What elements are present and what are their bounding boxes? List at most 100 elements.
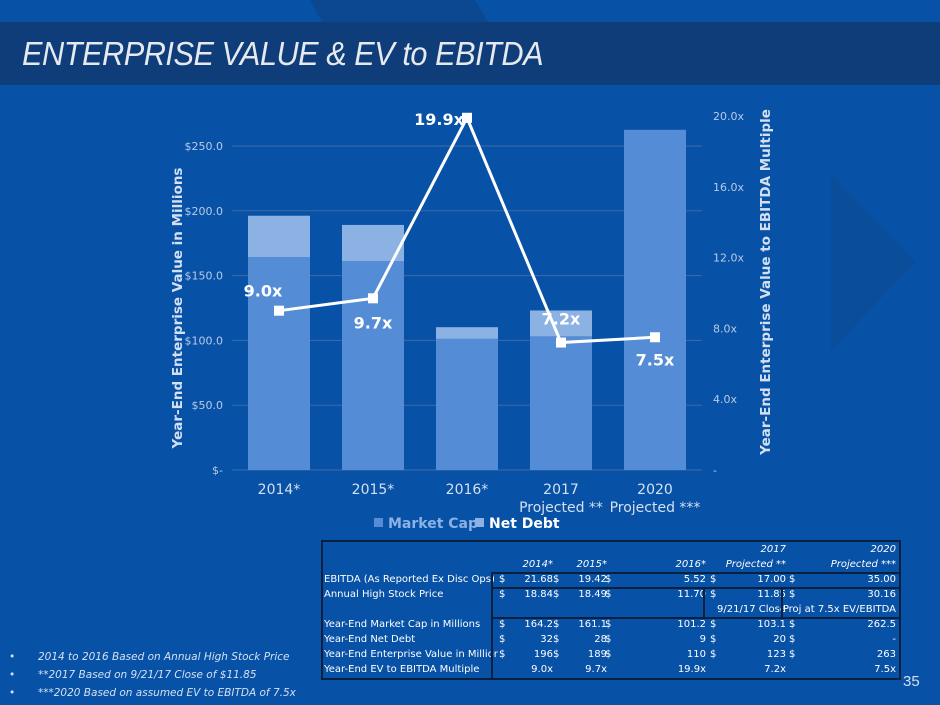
- table-header-top-cell: 2017: [760, 544, 786, 555]
- table-cell-value: 9.0x: [531, 664, 553, 675]
- line-data-label: 9.7x: [354, 313, 393, 332]
- table-cell-value: 17.00: [757, 574, 786, 585]
- y2-tick-label: 8.0x: [713, 322, 737, 335]
- table-cell-value: 161.1: [578, 619, 607, 630]
- y-tick-label: $150.0: [185, 270, 224, 283]
- table-cell-value: 11.70: [677, 589, 706, 600]
- table-2017-price-box: [703, 587, 783, 619]
- table-cell-value: 35.00: [867, 574, 896, 585]
- legend: Market Cap Net Debt: [374, 516, 560, 532]
- currency-symbol: $: [553, 619, 560, 630]
- ev-ebitda-marker: [274, 305, 284, 316]
- bullet-icon: •: [9, 687, 16, 699]
- table-header-cell: 2014*: [522, 559, 553, 570]
- table-lower-box: [491, 617, 901, 680]
- next-arrow-decoration-icon: [831, 175, 916, 350]
- currency-symbol: $: [553, 574, 560, 585]
- table-cell-value: 9/21/17 Close: [717, 604, 786, 615]
- x-tick-label: Projected ***: [610, 500, 701, 516]
- table-row-label: Year-End EV to EBITDA Multiple: [324, 664, 480, 675]
- table-cell-value: 196: [533, 649, 553, 660]
- legend-label: Market Cap: [388, 516, 478, 532]
- currency-symbol: $: [789, 634, 796, 645]
- table-row: 9/21/17 Close Proj at 7.5x EV/EBITDA: [323, 602, 899, 617]
- currency-symbol: $: [710, 619, 717, 630]
- title-band: [0, 22, 940, 85]
- table-cell-value: 30.16: [867, 589, 896, 600]
- bar-net-debt: [436, 327, 498, 339]
- table-cell-value: 19.9x: [677, 664, 706, 675]
- currency-symbol: $: [789, 589, 796, 600]
- bar-market-cap: [248, 257, 310, 470]
- table-cell-value: 18.84: [524, 589, 553, 600]
- currency-symbol: $: [789, 619, 796, 630]
- table-cell-value: 189: [587, 649, 607, 660]
- currency-symbol: $: [789, 649, 796, 660]
- y2-tick-label: 20.0x: [713, 110, 744, 123]
- table-row: Year-End Net Debt $32 $28 $9 $20 $ -: [323, 632, 899, 647]
- y-tick-label: $250.0: [185, 140, 224, 153]
- currency-symbol: $: [710, 634, 717, 645]
- x-tick-label: 2014*: [258, 482, 301, 498]
- ev-ebitda-chart: 9.0x 9.7x 19.9x 7.2x 7.5x $- $50.0 $100.0 $150.…: [170, 109, 774, 532]
- ev-ebitda-marker: [462, 112, 472, 123]
- y2-tick-label: 4.0x: [713, 393, 737, 406]
- ev-ebitda-marker: [650, 332, 660, 343]
- table-row-label: Year-End Market Cap in Millions: [324, 619, 481, 630]
- table-cell-value: 5.52: [683, 574, 706, 585]
- y-tick-label: $50.0: [192, 399, 224, 412]
- table-cell-value: Proj at 7.5x EV/EBITDA: [782, 604, 896, 615]
- table-2020-price-box: [781, 587, 901, 619]
- table-row: EBITDA (As Reported Ex Disc Ops) $21.68 $1…: [323, 572, 899, 587]
- table-row-label: Year-End Enterprise Value in Millior: [324, 649, 498, 660]
- line-data-label: 9.0x: [244, 282, 283, 301]
- y2-axis-title: Year-End Enterprise Value to EBITDA Mult…: [758, 109, 774, 456]
- footnote-text: ***2020 Based on assumed EV to EBITDA of…: [38, 687, 296, 699]
- y-tick-label: $100.0: [185, 334, 224, 347]
- axes: $- $50.0 $100.0 $150.0 $200.0 $250.0 - 4.0x 8.0x…: [170, 109, 774, 516]
- ev-ebitda-polyline: [278, 114, 656, 345]
- table-header-top-cell: 2020: [870, 544, 896, 555]
- line-data-label: 7.2x: [542, 310, 581, 329]
- bars: [248, 129, 686, 471]
- x-tick-label: Projected **: [519, 500, 603, 516]
- currency-symbol: $: [499, 574, 506, 585]
- header-decoration: [0, 0, 940, 22]
- page-number: 35: [903, 673, 920, 690]
- bar-market-cap: [530, 336, 592, 470]
- table-row: Year-End Enterprise Value in Millior $196…: [323, 647, 899, 662]
- line-data-label: 7.5x: [636, 350, 675, 369]
- currency-symbol: $: [710, 589, 717, 600]
- bar-market-cap: [342, 261, 404, 470]
- currency-symbol: $: [710, 649, 717, 660]
- table-cell-value: 19.42: [578, 574, 607, 585]
- currency-symbol: $: [710, 574, 717, 585]
- table-cell-value: 164.2: [524, 619, 553, 630]
- bar-net-debt: [342, 224, 404, 262]
- table-row-label: Year-End Net Debt: [324, 634, 416, 645]
- x-tick-label: 2017: [543, 482, 579, 498]
- table-cell-value: 9.7x: [585, 664, 607, 675]
- y-tick-label: $-: [212, 464, 223, 477]
- currency-symbol: $: [499, 589, 506, 600]
- bullet-icon: •: [9, 669, 16, 681]
- y2-tick-label: -: [713, 464, 717, 477]
- x-tick-label: 2020: [637, 482, 673, 498]
- table-row-label: EBITDA (As Reported Ex Disc Ops): [324, 574, 495, 585]
- currency-symbol: $: [553, 649, 560, 660]
- currency-symbol: $: [605, 649, 612, 660]
- currency-symbol: $: [499, 634, 506, 645]
- table-cell-value: 263: [876, 649, 896, 660]
- data-labels: 9.0x 9.7x 19.9x 7.2x 7.5x: [244, 110, 675, 369]
- currency-symbol: $: [499, 649, 506, 660]
- table-cell-value: 9: [699, 634, 706, 645]
- table-cell-value: 20: [773, 634, 786, 645]
- currency-symbol: $: [789, 574, 796, 585]
- table-cell-value: 21.68: [524, 574, 553, 585]
- line-data-label: 19.9x: [414, 110, 464, 129]
- currency-symbol: $: [499, 619, 506, 630]
- table-cell-value: 28: [594, 634, 607, 645]
- table-header-cell: 2015*: [576, 559, 607, 570]
- table-cell-value: 262.5: [867, 619, 896, 630]
- table-cell-value: 110: [686, 649, 706, 660]
